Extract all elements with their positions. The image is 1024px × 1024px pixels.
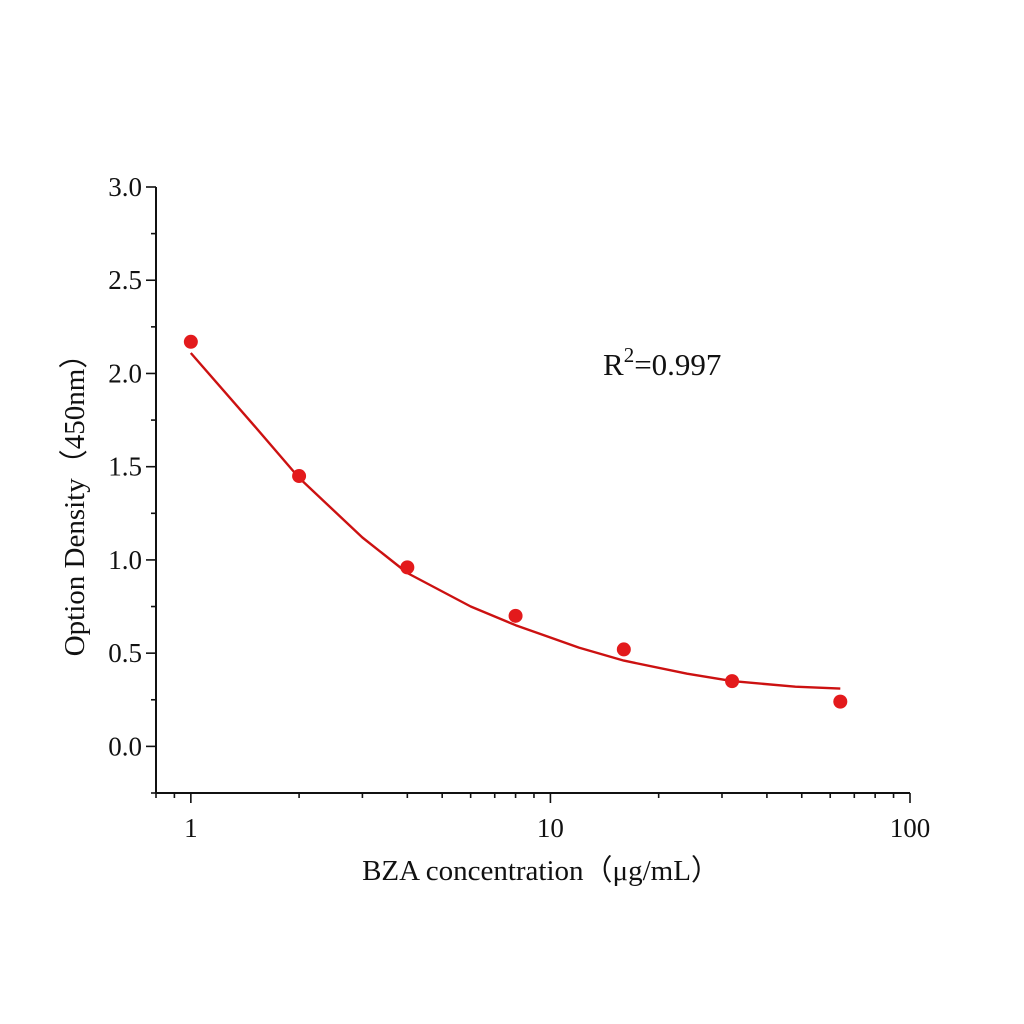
x-axis-title: BZA concentration（μg/mL） bbox=[362, 855, 720, 887]
data-point bbox=[833, 694, 848, 709]
r-squared-annotation: R2=0.997 bbox=[603, 343, 721, 382]
r-squared-base: R bbox=[603, 347, 624, 382]
axes bbox=[155, 187, 910, 794]
tick-marks bbox=[146, 186, 911, 803]
y-tick-label: 3.0 bbox=[108, 172, 142, 202]
y-axis-title: Option Density（450nm） bbox=[59, 340, 91, 657]
y-tick-label: 0.5 bbox=[108, 638, 142, 668]
data-point bbox=[725, 674, 740, 689]
data-point bbox=[292, 469, 307, 484]
r-squared-value: =0.997 bbox=[634, 347, 721, 382]
data-points bbox=[183, 334, 848, 709]
x-tick-label: 10 bbox=[537, 813, 564, 843]
fit-curve bbox=[189, 352, 841, 690]
data-point bbox=[508, 608, 523, 623]
data-point bbox=[183, 334, 198, 349]
y-tick-label: 1.5 bbox=[108, 452, 142, 482]
y-tick-label: 0.0 bbox=[108, 731, 142, 761]
data-point bbox=[616, 642, 631, 657]
y-tick-label: 2.5 bbox=[108, 265, 142, 295]
x-tick-label: 100 bbox=[890, 813, 931, 843]
y-tick-label: 1.0 bbox=[108, 545, 142, 575]
y-tick-label: 2.0 bbox=[108, 358, 142, 388]
x-tick-label: 1 bbox=[184, 813, 198, 843]
r-squared-superscript: 2 bbox=[624, 343, 635, 367]
tick-labels: 0.0 0.5 1.0 1.5 2.0 2.5 3.0 1 10 100 bbox=[108, 172, 930, 843]
data-point bbox=[400, 560, 415, 575]
